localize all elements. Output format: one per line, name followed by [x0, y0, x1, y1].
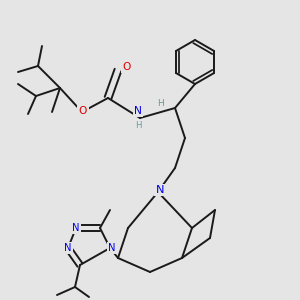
Text: N: N [134, 106, 142, 116]
Text: O: O [123, 62, 131, 72]
Text: O: O [79, 106, 87, 116]
Text: H: H [158, 98, 164, 107]
Text: H: H [135, 122, 141, 130]
Text: N: N [64, 243, 72, 253]
Text: N: N [108, 243, 116, 253]
Text: N: N [156, 185, 164, 195]
Text: N: N [72, 223, 80, 233]
